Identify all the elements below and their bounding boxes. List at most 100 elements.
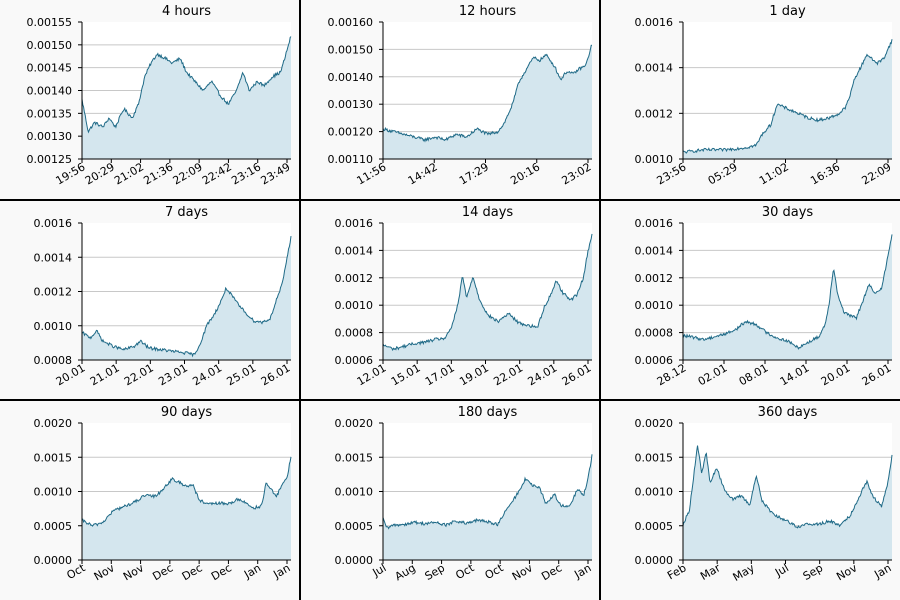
panel-divider: [299, 0, 301, 600]
y-tick-label: 0.0015: [34, 451, 73, 464]
panel-divider: [0, 399, 900, 401]
x-tick-label: Jan: [241, 561, 263, 581]
y-tick-label: 0.0006: [335, 354, 374, 367]
chart-panel: 14 days 0.0006 0.0008 0.0010 0.0012 0.0014 0.0…: [301, 201, 600, 400]
y-tick-label: 0.00135: [27, 107, 73, 120]
x-tick-label: 21.01: [88, 361, 122, 388]
panel-divider: [599, 0, 601, 600]
y-tick-label: 0.0005: [635, 520, 674, 533]
x-tick-label: 02.01: [696, 361, 730, 388]
y-tick-label: 0.0010: [335, 299, 374, 312]
chart-title: 1 day: [769, 4, 806, 19]
chart-panel: 4 hours 0.00125 0.00130 0.00135 0.00140 0.001…: [0, 0, 299, 199]
chart-panel: 180 days 0.0000 0.0005 0.0010 0.0015 0.0020 Ju…: [301, 401, 600, 600]
series-area: [383, 233, 592, 360]
y-tick-label: 0.00120: [328, 126, 374, 139]
x-tick-label: 08.01: [737, 361, 771, 388]
y-tick-label: 0.0016: [635, 16, 674, 29]
chart-title: 180 days: [458, 405, 518, 420]
chart-title: 7 days: [165, 205, 208, 220]
x-tick-label: 26.01: [259, 361, 293, 388]
series-area: [683, 234, 892, 360]
chart-svg: 180 days 0.0000 0.0005 0.0010 0.0015 0.0020 Ju…: [335, 405, 594, 583]
x-tick-label: Dec: [209, 561, 234, 583]
y-tick-label: 0.0000: [635, 554, 674, 567]
x-tick-label: 25.01: [225, 361, 259, 388]
y-tick-label: 0.0012: [635, 272, 674, 285]
y-tick-label: 0.0000: [335, 554, 374, 567]
chart-title: 30 days: [762, 205, 814, 220]
y-tick-label: 0.0006: [635, 354, 674, 367]
y-tick-label: 0.00130: [328, 98, 374, 111]
x-tick-label: 24.01: [190, 361, 224, 388]
y-tick-label: 0.0010: [335, 486, 374, 499]
x-tick-label: 26.01: [860, 361, 894, 388]
x-tick-label: 26.01: [560, 361, 594, 388]
y-tick-label: 0.0012: [335, 272, 374, 285]
x-tick-label: 23:49: [259, 160, 293, 187]
x-tick-label: Jan: [270, 561, 292, 581]
series-line: [682, 445, 893, 529]
chart-svg: 12 hours 0.00110 0.00120 0.00130 0.00140 0.00…: [328, 4, 594, 187]
chart-title: 14 days: [462, 205, 514, 220]
x-tick-label: Oct: [483, 561, 507, 582]
y-tick-label: 0.0010: [34, 320, 73, 333]
y-tick-label: 0.0020: [635, 417, 674, 430]
x-tick-label: 16:36: [808, 160, 842, 187]
chart-panel: 90 days 0.0000 0.0005 0.0010 0.0015 0.0020 Oct…: [0, 401, 299, 600]
chart-panel: 360 days 0.0000 0.0005 0.0010 0.0015 0.0020 Fe…: [601, 401, 900, 600]
y-tick-label: 0.0005: [34, 520, 73, 533]
series-line: [81, 236, 292, 358]
y-tick-label: 0.0020: [34, 417, 73, 430]
x-tick-label: Mar: [698, 561, 723, 583]
series-area: [683, 39, 892, 159]
x-tick-label: 24.01: [526, 361, 560, 388]
chart-svg: 7 days0.00080.00100.00120.00140.001620.0…: [34, 205, 293, 388]
y-tick-label: 0.0008: [34, 354, 73, 367]
y-tick-label: 0.00160: [328, 16, 374, 29]
x-tick-label: 22.01: [122, 361, 156, 388]
chart-svg: 90 days0.00000.00050.00100.00150.0020Oct…: [34, 405, 293, 583]
x-tick-label: Dec: [150, 561, 175, 583]
y-tick-label: 0.0010: [34, 486, 73, 499]
y-tick-label: 0.0016: [635, 217, 674, 230]
series-area: [82, 36, 291, 159]
series-area: [82, 236, 291, 360]
x-tick-label: 23:02: [560, 160, 594, 187]
x-tick-label: 22.01: [491, 361, 525, 388]
y-tick-label: 0.00150: [328, 43, 374, 56]
x-tick-label: Nov: [92, 561, 118, 583]
series-line: [81, 456, 292, 527]
chart-panel: 1 day 0.0010 0.0012 0.0014 0.0016 23:56 05:29 1…: [601, 0, 900, 199]
x-tick-label: 11:02: [757, 160, 791, 187]
series-line: [382, 233, 593, 352]
x-tick-label: Nov: [834, 561, 860, 583]
chart-panel: 7 days 0.0008 0.0010 0.0012 0.0014 0.0016 20.0…: [0, 201, 299, 400]
x-tick-label: Oct: [453, 561, 477, 582]
y-tick-label: 0.0008: [635, 327, 674, 340]
series-line: [382, 44, 593, 143]
y-tick-label: 0.0015: [335, 451, 374, 464]
x-tick-label: 05:29: [706, 160, 740, 187]
x-tick-label: Jul: [370, 561, 389, 579]
x-tick-label: Dec: [180, 561, 205, 583]
y-tick-label: 0.0015: [635, 451, 674, 464]
panel-divider: [0, 199, 900, 201]
series-area: [82, 456, 291, 560]
x-tick-label: 20:16: [508, 160, 542, 187]
y-tick-label: 0.00130: [27, 130, 73, 143]
series-area: [383, 454, 592, 560]
series-area: [383, 45, 592, 159]
y-tick-label: 0.0012: [635, 107, 674, 120]
chart-title: 4 hours: [162, 4, 211, 19]
x-tick-label: 20.01: [819, 361, 853, 388]
y-tick-label: 0.0005: [335, 520, 374, 533]
y-tick-label: 0.0014: [335, 244, 374, 257]
x-tick-label: May: [731, 561, 758, 584]
y-tick-label: 0.0008: [335, 327, 374, 340]
chart-svg: 14 days 0.0006 0.0008 0.0010 0.0012 0.0014 0.0…: [335, 205, 594, 388]
x-tick-label: 22:42: [200, 160, 234, 187]
x-tick-label: Aug: [393, 561, 418, 583]
chart-title: 90 days: [161, 405, 213, 420]
series-line: [382, 454, 593, 530]
